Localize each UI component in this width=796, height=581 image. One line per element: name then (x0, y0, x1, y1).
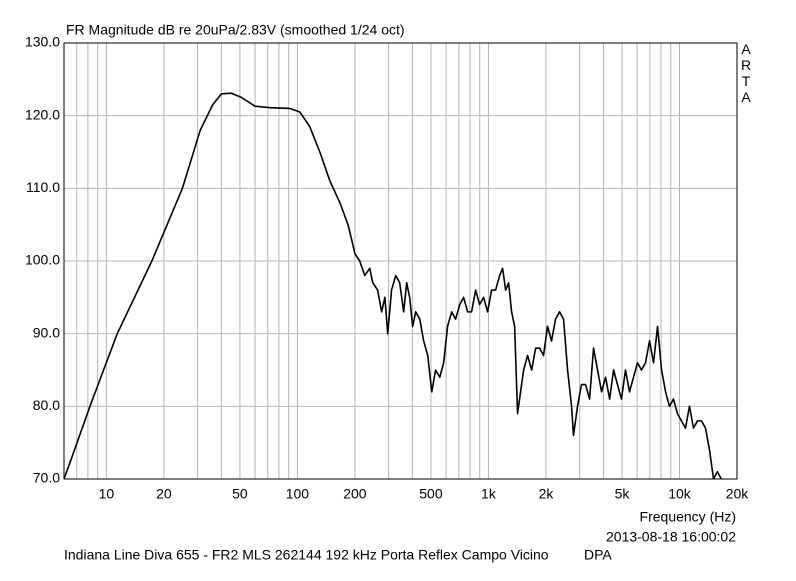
x-tick-label: 5k (615, 486, 631, 502)
x-tick-label: 10 (99, 486, 115, 502)
x-tick-label: 1k (481, 486, 497, 502)
chart-title: FR Magnitude dB re 20uPa/2.83V (smoothed… (66, 22, 405, 38)
x-tick-label: 500 (419, 486, 443, 502)
response-curve (64, 92, 723, 479)
x-tick-label: 2k (539, 486, 555, 502)
x-tick-label: 10k (668, 486, 692, 502)
y-tick-label: 70.0 (33, 470, 60, 486)
y-tick-label: 130.0 (25, 34, 60, 50)
x-axis-label: Frequency (Hz) (640, 509, 736, 525)
x-tick-label: 20k (726, 486, 750, 502)
x-tick-label: 50 (232, 486, 248, 502)
y-tick-label: 100.0 (25, 252, 60, 268)
y-tick-label: 120.0 (25, 106, 60, 122)
x-tick-label: 100 (286, 486, 310, 502)
plot-frame (63, 42, 738, 480)
footer-right: DPA (584, 547, 612, 563)
x-tick-label: 200 (343, 486, 367, 502)
y-tick-label: 90.0 (33, 324, 60, 340)
y-tick-label: 110.0 (26, 179, 60, 195)
footer: Indiana Line Diva 655 - FR2 MLS 262144 1… (64, 547, 549, 563)
timestamp: 2013-08-18 16:00:02 (606, 529, 736, 545)
y-tick-label: 80.0 (33, 397, 60, 413)
x-tick-label: 20 (156, 486, 172, 502)
